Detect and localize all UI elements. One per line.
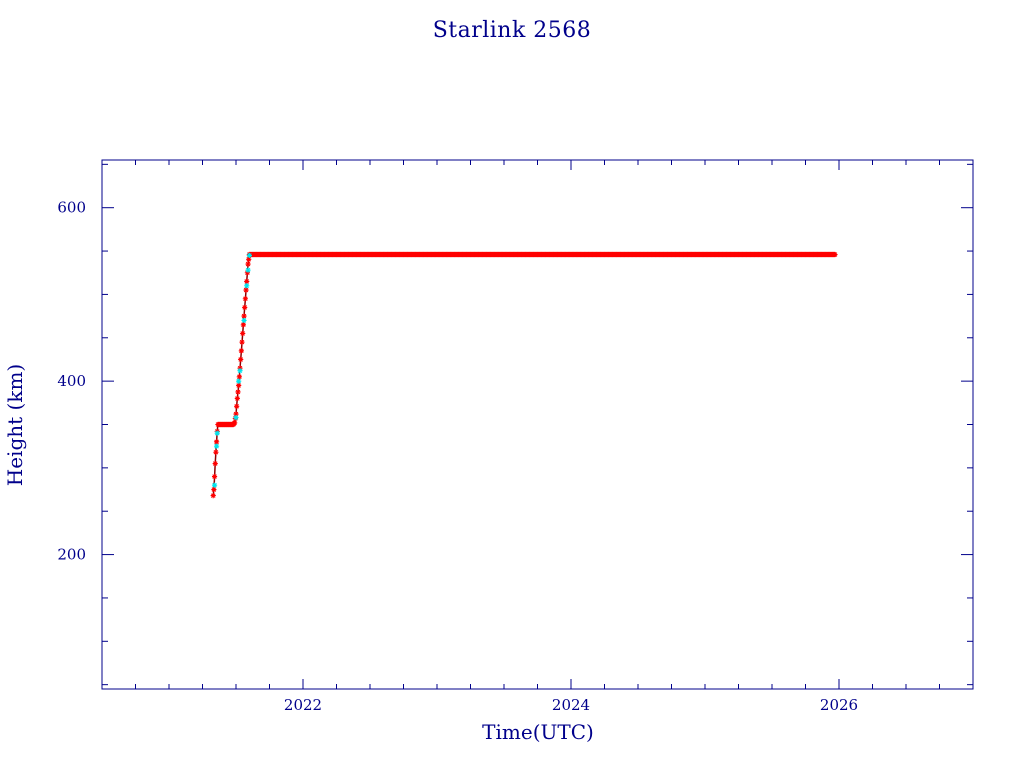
data-point — [234, 395, 240, 402]
data-point — [242, 296, 248, 302]
data-point — [236, 378, 242, 384]
x-tick-label: 2024 — [552, 696, 590, 714]
chart-title: Starlink 2568 — [433, 18, 592, 43]
y-axis-label: Height (km) — [3, 364, 27, 486]
data-point — [234, 403, 240, 409]
data-point — [239, 339, 245, 345]
data-point — [236, 382, 242, 389]
y-tick-label: 400 — [57, 372, 86, 390]
series-0 — [210, 251, 838, 499]
data-point — [211, 486, 217, 493]
data-point — [235, 389, 241, 395]
data-point — [244, 283, 250, 289]
data-point — [237, 365, 243, 371]
data-point — [243, 287, 249, 293]
data-point — [832, 251, 838, 258]
data-point — [213, 443, 220, 449]
plot-area — [210, 251, 838, 499]
x-tick-label: 2026 — [820, 696, 858, 714]
data-point — [211, 482, 218, 488]
data-point — [238, 356, 244, 363]
data-point — [240, 330, 246, 337]
data-point — [212, 460, 218, 467]
data-point — [236, 374, 242, 380]
x-tick-label: 2022 — [284, 696, 322, 714]
data-point — [233, 414, 239, 421]
series-line — [212, 253, 835, 496]
data-point — [244, 270, 250, 276]
data-point — [214, 430, 220, 436]
y-tick-label: 600 — [57, 199, 86, 217]
data-point — [213, 439, 220, 445]
y-tick-label: 200 — [57, 546, 86, 564]
data-point — [237, 368, 243, 374]
data-point — [246, 256, 252, 262]
data-point — [241, 317, 247, 324]
data-point — [244, 278, 250, 285]
x-axis-label: Time(UTC) — [482, 720, 594, 744]
data-point — [240, 322, 246, 328]
data-point — [242, 304, 248, 311]
data-point — [238, 348, 244, 354]
data-point — [246, 252, 252, 258]
series-1 — [211, 252, 252, 488]
data-point — [241, 313, 247, 319]
data-point — [210, 493, 216, 499]
axis-ticks: 2022 2024 2026 200 400 600 — [57, 160, 974, 714]
data-point — [245, 267, 251, 273]
data-point — [233, 411, 239, 417]
data-point — [232, 420, 238, 426]
data-point — [213, 449, 219, 455]
data-point — [245, 261, 251, 267]
data-point — [211, 473, 218, 480]
